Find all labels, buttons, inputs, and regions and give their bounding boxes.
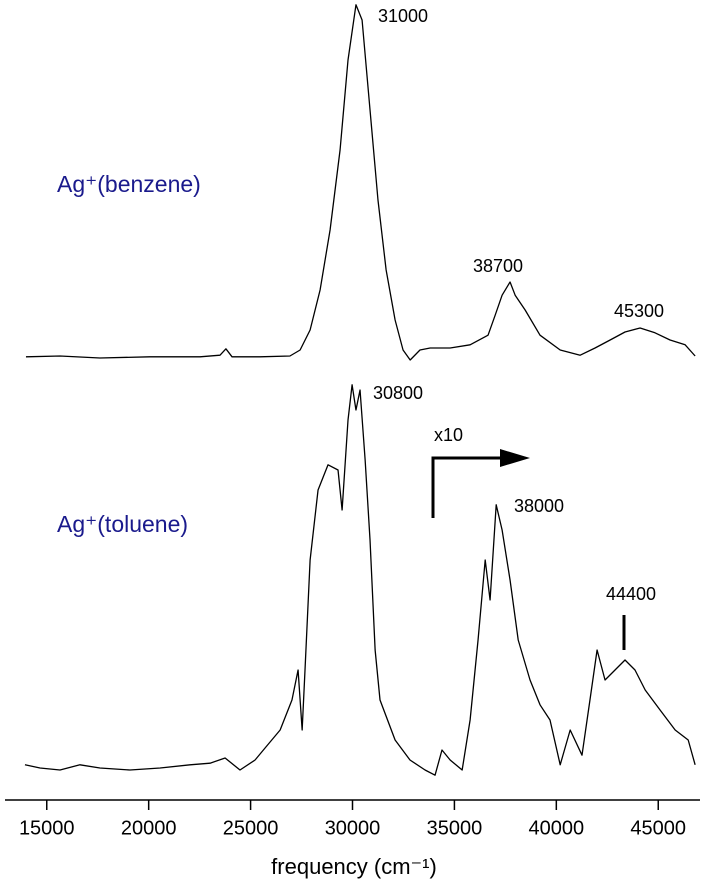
annotation: 38700 [473,256,523,276]
spectrum-line [24,384,696,776]
x-tick-label: 35000 [427,817,483,839]
annotation: 31000 [378,6,428,26]
x-tick-label: 25000 [223,817,279,839]
x-tick-label: 30000 [325,817,381,839]
x-axis-label: frequency (cm⁻¹) [271,854,437,879]
x10-arrow [431,456,525,518]
series-name: Ag⁺(toluene) [57,511,188,537]
x-tick-label: 45000 [630,817,686,839]
annotation: 44400 [606,584,656,604]
arrow-head [500,449,530,467]
spectrum-line [25,4,696,361]
x-tick-label: 15000 [19,817,75,839]
annotation: 30800 [373,383,423,403]
x-tick-label: 20000 [121,817,177,839]
x-tick-label: 40000 [529,817,585,839]
annotation: x10 [434,425,463,445]
annotation: 38000 [514,496,564,516]
series-name: Ag⁺(benzene) [57,171,201,197]
annotation: 45300 [614,301,664,321]
